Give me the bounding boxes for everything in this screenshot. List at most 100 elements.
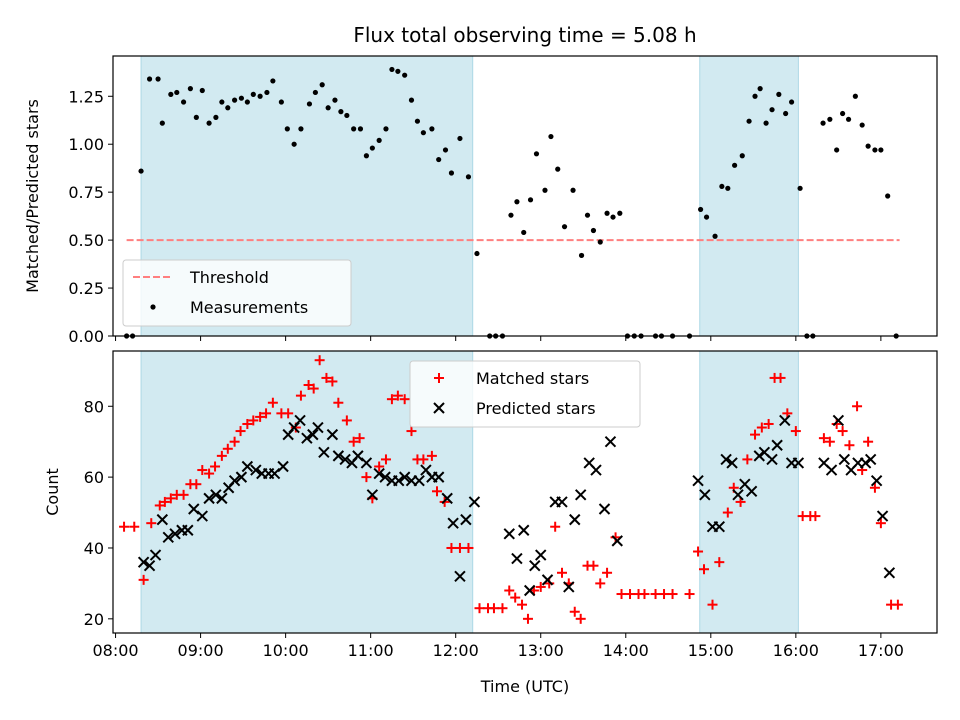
measurement-point (442, 147, 449, 153)
matched-star-point (775, 372, 786, 383)
measurement-point (834, 147, 840, 153)
matched-star-point (650, 589, 661, 600)
matched-star-point (722, 507, 733, 518)
matched-star-point (510, 592, 521, 603)
measurement-point (193, 114, 199, 120)
predicted-star-point (210, 489, 222, 501)
legend-matched-swatch (434, 373, 444, 383)
predicted-star-point (523, 584, 536, 597)
matched-star-point (431, 486, 442, 497)
matched-star-point (824, 436, 835, 447)
predicted-star-point (535, 549, 547, 561)
measurement-point (533, 151, 540, 157)
shaded-interval (699, 55, 799, 337)
measurement-point (306, 101, 313, 107)
measurement-point (719, 183, 725, 190)
matched-star-point (659, 589, 670, 600)
matched-star-point (341, 415, 352, 426)
legend-measurement-swatch (150, 304, 156, 310)
measurement-point (429, 126, 435, 132)
measurement-point (845, 116, 852, 122)
predicted-star-point (294, 414, 306, 427)
measurement-point (776, 91, 782, 97)
measurement-point (521, 229, 527, 236)
matched-star-point (831, 418, 842, 429)
y-tick-label: 0.75 (68, 183, 104, 202)
matched-star-point (314, 355, 325, 366)
measurement-point (610, 214, 616, 220)
predicted-star-point (864, 453, 877, 466)
predicted-star-point (441, 492, 453, 505)
matched-star-point (327, 376, 338, 387)
matched-star-point (699, 564, 710, 575)
measurement-point (138, 168, 144, 174)
matched-star-point (446, 542, 457, 553)
predicted-star-point (241, 460, 254, 473)
x-tick-label: 09:00 (178, 641, 224, 660)
measurement-point (363, 153, 370, 159)
x-tick-label: 13:00 (518, 641, 564, 660)
matched-star-point (159, 496, 170, 507)
y-tick-label: 80 (84, 397, 104, 416)
predicted-star-point (518, 524, 530, 536)
measurement-point (383, 126, 389, 132)
matched-star-point (818, 433, 829, 444)
measurement-point (527, 197, 534, 203)
matched-star-point (178, 489, 189, 500)
measurement-point (338, 109, 344, 115)
x-tick-label: 11:00 (348, 641, 394, 660)
predicted-star-point (307, 428, 319, 441)
matched-star-point (216, 450, 227, 461)
y-tick-label: 20 (84, 610, 104, 629)
measurement-point (865, 143, 871, 149)
matched-star-point (267, 397, 278, 408)
predicted-star-point (511, 552, 523, 565)
predicted-star-point (598, 503, 611, 515)
predicted-star-point (318, 446, 330, 459)
matched-star-point (308, 383, 319, 394)
measurement-point (555, 166, 561, 172)
predicted-star-point (771, 439, 783, 451)
matched-star-point (295, 390, 306, 401)
matched-star-point (790, 426, 801, 437)
legend-label-measurements: Measurements (190, 298, 308, 317)
predicted-star-point (611, 535, 623, 547)
predicted-star-point (832, 414, 845, 427)
predicted-star-point (468, 496, 481, 508)
predicted-star-point (699, 489, 711, 501)
measurement-point (827, 116, 833, 122)
matched-star-point (750, 429, 761, 440)
legend-box (409, 360, 641, 428)
predicted-star-point (745, 485, 758, 497)
predicted-star-point (360, 457, 373, 469)
matched-star-point (138, 574, 149, 585)
matched-star-point (354, 433, 365, 444)
matched-star-point (348, 436, 359, 447)
predicted-star-point (156, 513, 169, 526)
predicted-star-point (713, 521, 726, 533)
matched-star-point (165, 493, 176, 504)
x-axis-label: Time (UTC) (480, 677, 569, 696)
predicted-star-point (825, 464, 838, 476)
matched-star-point (463, 542, 474, 553)
matched-star-point (625, 589, 636, 600)
measurement-point (244, 99, 250, 105)
y-tick-label: 40 (84, 539, 104, 558)
predicted-star-point (574, 489, 587, 501)
predicted-star-point (447, 517, 459, 529)
predicted-star-point (326, 428, 339, 441)
matched-star-point (875, 518, 886, 529)
matched-star-point (129, 521, 140, 532)
predicted-star-point (792, 457, 805, 469)
matched-star-point (844, 440, 855, 451)
predicted-star-point (732, 489, 744, 501)
predicted-star-point (563, 581, 575, 593)
matched-star-point (763, 418, 774, 429)
matched-star-point (602, 567, 613, 578)
predicted-star-point (720, 453, 732, 466)
measurement-point (168, 91, 174, 97)
measurement-point (697, 206, 704, 213)
predicted-star-point (541, 574, 554, 586)
axes-frame (112, 55, 938, 337)
measurement-point (159, 120, 165, 126)
